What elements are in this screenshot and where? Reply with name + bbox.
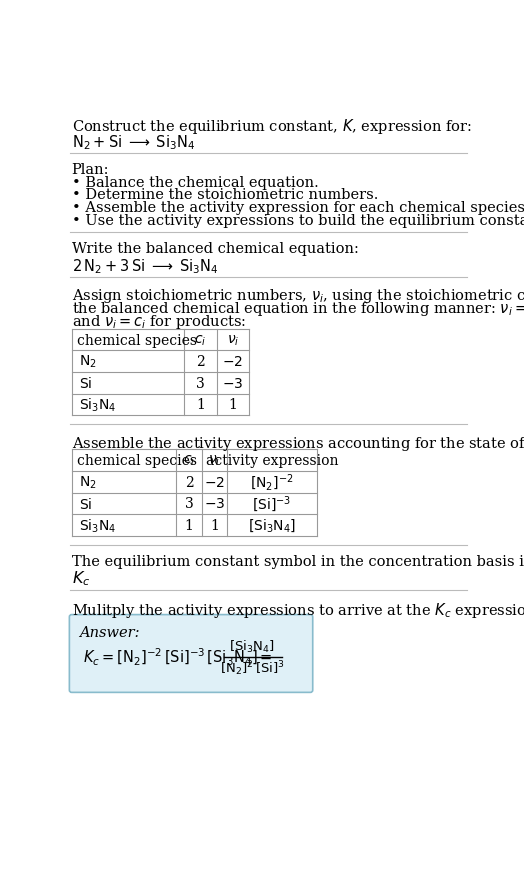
Text: $K_c = [\mathrm{N_2}]^{-2}\,[\mathrm{Si}]^{-3}\,[\mathrm{Si_3N_4}] = $: $K_c = [\mathrm{N_2}]^{-2}\,[\mathrm{Si}… — [83, 646, 272, 668]
Text: Construct the equilibrium constant, $K$, expression for:: Construct the equilibrium constant, $K$,… — [72, 117, 472, 136]
Text: $\nu_i$: $\nu_i$ — [227, 333, 239, 348]
Text: 3: 3 — [185, 497, 193, 510]
Text: $\mathrm{Si_3N_4}$: $\mathrm{Si_3N_4}$ — [80, 517, 117, 534]
Text: $c_i$: $c_i$ — [183, 453, 195, 468]
Text: $\mathrm{Si}$: $\mathrm{Si}$ — [80, 375, 93, 391]
Text: 2: 2 — [185, 476, 193, 489]
Text: chemical species: chemical species — [77, 333, 197, 348]
Text: $-2$: $-2$ — [204, 476, 225, 489]
Text: • Use the activity expressions to build the equilibrium constant expression.: • Use the activity expressions to build … — [72, 214, 524, 227]
Text: The equilibrium constant symbol in the concentration basis is:: The equilibrium constant symbol in the c… — [72, 554, 524, 569]
Text: • Assemble the activity expression for each chemical species.: • Assemble the activity expression for e… — [72, 201, 524, 215]
Text: activity expression: activity expression — [206, 454, 339, 468]
Text: • Balance the chemical equation.: • Balance the chemical equation. — [72, 175, 319, 190]
Text: $\mathrm{N_2 + Si \;\longrightarrow\; Si_3N_4}$: $\mathrm{N_2 + Si \;\longrightarrow\; Si… — [72, 133, 195, 152]
Text: chemical species: chemical species — [77, 454, 197, 468]
Text: Assign stoichiometric numbers, $\nu_i$, using the stoichiometric coefficients, $: Assign stoichiometric numbers, $\nu_i$, … — [72, 287, 524, 305]
Text: 1: 1 — [228, 398, 237, 412]
Text: $\mathrm{2\,N_2 + 3\,Si \;\longrightarrow\; Si_3N_4}$: $\mathrm{2\,N_2 + 3\,Si \;\longrightarro… — [72, 257, 219, 276]
Text: 1: 1 — [210, 519, 219, 532]
Text: $[\mathrm{N_2}]^{-2}$: $[\mathrm{N_2}]^{-2}$ — [250, 472, 294, 493]
Text: $\mathrm{Si_3N_4}$: $\mathrm{Si_3N_4}$ — [80, 396, 117, 414]
Text: Write the balanced chemical equation:: Write the balanced chemical equation: — [72, 241, 358, 256]
Text: 3: 3 — [196, 376, 205, 391]
Text: $-3$: $-3$ — [222, 376, 244, 391]
Text: $-2$: $-2$ — [222, 355, 244, 369]
Text: $c_i$: $c_i$ — [194, 333, 206, 348]
Text: Answer:: Answer: — [80, 625, 140, 639]
Text: $[\mathrm{Si}]^{-3}$: $[\mathrm{Si}]^{-3}$ — [253, 493, 292, 514]
Text: 2: 2 — [196, 355, 205, 369]
Text: the balanced chemical equation in the following manner: $\nu_i = -c_i$ for react: the balanced chemical equation in the fo… — [72, 299, 524, 317]
Text: $K_c$: $K_c$ — [72, 569, 90, 587]
Text: Assemble the activity expressions accounting for the state of matter and $\nu_i$: Assemble the activity expressions accoun… — [72, 434, 524, 452]
Text: $-3$: $-3$ — [204, 497, 225, 510]
Text: $[\mathrm{Si_3N_4}]$: $[\mathrm{Si_3N_4}]$ — [248, 517, 296, 534]
Text: $\mathrm{Si}$: $\mathrm{Si}$ — [80, 496, 93, 511]
Text: 1: 1 — [196, 398, 205, 412]
Text: $\nu_i$: $\nu_i$ — [209, 453, 221, 468]
Text: Mulitply the activity expressions to arrive at the $K_c$ expression:: Mulitply the activity expressions to arr… — [72, 600, 524, 619]
Text: and $\nu_i = c_i$ for products:: and $\nu_i = c_i$ for products: — [72, 312, 246, 330]
Text: $\mathrm{N_2}$: $\mathrm{N_2}$ — [80, 354, 97, 370]
Text: 1: 1 — [184, 519, 193, 532]
Text: $[\mathrm{Si_3N_4}]$: $[\mathrm{Si_3N_4}]$ — [230, 638, 275, 654]
FancyBboxPatch shape — [69, 615, 313, 693]
Text: • Determine the stoichiometric numbers.: • Determine the stoichiometric numbers. — [72, 188, 378, 202]
Text: $\mathrm{N_2}$: $\mathrm{N_2}$ — [80, 474, 97, 491]
Text: $[\mathrm{N_2}]^2\,[\mathrm{Si}]^3$: $[\mathrm{N_2}]^2\,[\mathrm{Si}]^3$ — [220, 659, 285, 678]
Text: Plan:: Plan: — [72, 163, 109, 177]
